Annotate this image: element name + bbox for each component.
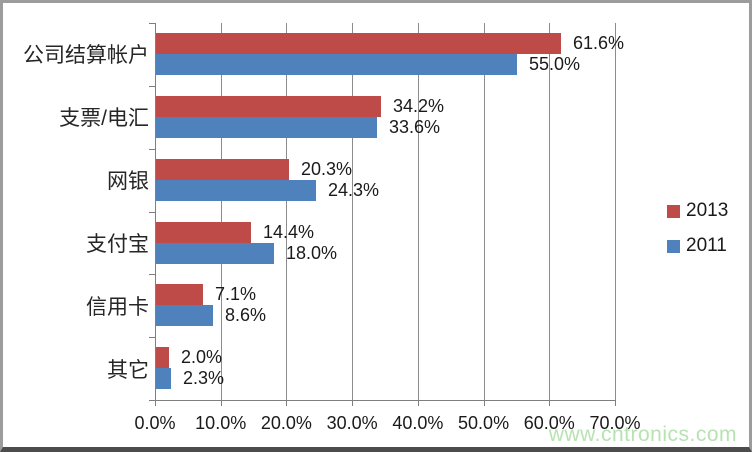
x-axis-tick bbox=[615, 400, 616, 406]
data-label-2013: 34.2% bbox=[393, 96, 445, 116]
gridline bbox=[220, 23, 222, 400]
bar-2013 bbox=[156, 33, 561, 54]
data-label-2013: 7.1% bbox=[215, 284, 257, 304]
x-axis-tick bbox=[155, 400, 156, 406]
data-label-2013: 20.3% bbox=[301, 159, 353, 179]
gridline bbox=[352, 23, 354, 400]
y-axis-line bbox=[155, 23, 156, 401]
x-axis-tick-label: 40.0% bbox=[392, 413, 444, 433]
y-axis-tick bbox=[149, 85, 155, 87]
x-axis-tick bbox=[417, 400, 419, 406]
legend-item-2013: 2013 bbox=[667, 201, 728, 221]
bar-2011 bbox=[156, 180, 316, 201]
x-axis-tick-label: 60.0% bbox=[523, 413, 575, 433]
chart-legend: 2013 2011 bbox=[667, 201, 728, 256]
gridline bbox=[483, 23, 485, 400]
x-axis-tick-label: 0.0% bbox=[134, 413, 176, 433]
y-axis-tick bbox=[149, 337, 155, 339]
legend-item-2011: 2011 bbox=[667, 236, 728, 256]
y-axis-tick bbox=[149, 23, 155, 24]
legend-swatch-2013 bbox=[667, 204, 680, 218]
bar-2013 bbox=[156, 159, 289, 180]
data-label-2011: 55.0% bbox=[529, 54, 581, 74]
x-axis-tick-label: 50.0% bbox=[458, 413, 510, 433]
data-label-2011: 33.6% bbox=[389, 117, 441, 137]
x-axis-tick-label: 20.0% bbox=[260, 413, 312, 433]
data-label-2013: 61.6% bbox=[573, 33, 625, 53]
x-axis-tick bbox=[483, 400, 485, 406]
data-label-2011: 2.3% bbox=[183, 368, 225, 388]
y-axis-tick bbox=[149, 211, 155, 213]
gridline bbox=[417, 23, 419, 400]
bar-2011 bbox=[156, 305, 213, 326]
category-label: 支付宝 bbox=[86, 232, 149, 256]
data-label-2011: 8.6% bbox=[225, 305, 267, 325]
data-label-2011: 18.0% bbox=[286, 243, 338, 263]
x-axis-tick bbox=[220, 400, 222, 406]
bar-chart: 0.0% 10.0% 20.0% 30.0% 40.0% 50.0% 60.0% 70.0% 公… bbox=[3, 3, 749, 447]
x-axis-tick bbox=[352, 400, 354, 406]
y-axis-tick bbox=[149, 148, 155, 150]
data-label-2013: 2.0% bbox=[181, 347, 223, 367]
category-label: 信用卡 bbox=[86, 295, 149, 319]
data-label-2013: 14.4% bbox=[263, 222, 315, 242]
bar-2013 bbox=[156, 222, 251, 243]
category-label: 网银 bbox=[107, 170, 149, 194]
category-label: 其它 bbox=[107, 358, 149, 382]
gridline bbox=[286, 23, 288, 400]
category-label: 支票/电汇 bbox=[59, 107, 149, 131]
legend-label-2011: 2011 bbox=[686, 235, 727, 256]
gridline bbox=[549, 23, 551, 400]
y-axis-tick bbox=[149, 400, 155, 401]
x-axis-tick-label: 30.0% bbox=[326, 413, 378, 433]
bar-2011 bbox=[156, 368, 171, 389]
legend-swatch-2011 bbox=[667, 239, 680, 253]
bar-2013 bbox=[156, 347, 169, 368]
x-axis-tick-label: 10.0% bbox=[195, 413, 247, 433]
y-axis-tick bbox=[149, 274, 155, 276]
x-axis-tick-label: 70.0% bbox=[589, 413, 641, 433]
legend-label-2013: 2013 bbox=[686, 200, 729, 221]
data-label-2011: 24.3% bbox=[328, 180, 380, 200]
x-axis-tick bbox=[286, 400, 288, 406]
category-label: 公司结算帐户 bbox=[23, 44, 149, 68]
x-axis-line bbox=[155, 400, 615, 401]
bar-2011 bbox=[156, 54, 517, 75]
bar-2011 bbox=[156, 243, 274, 264]
bar-2013 bbox=[156, 96, 381, 117]
gridline bbox=[615, 23, 616, 400]
bar-2011 bbox=[156, 117, 377, 138]
x-axis-tick bbox=[549, 400, 551, 406]
watermark-text: www.cntronics.com bbox=[548, 423, 737, 446]
bar-2013 bbox=[156, 284, 203, 305]
